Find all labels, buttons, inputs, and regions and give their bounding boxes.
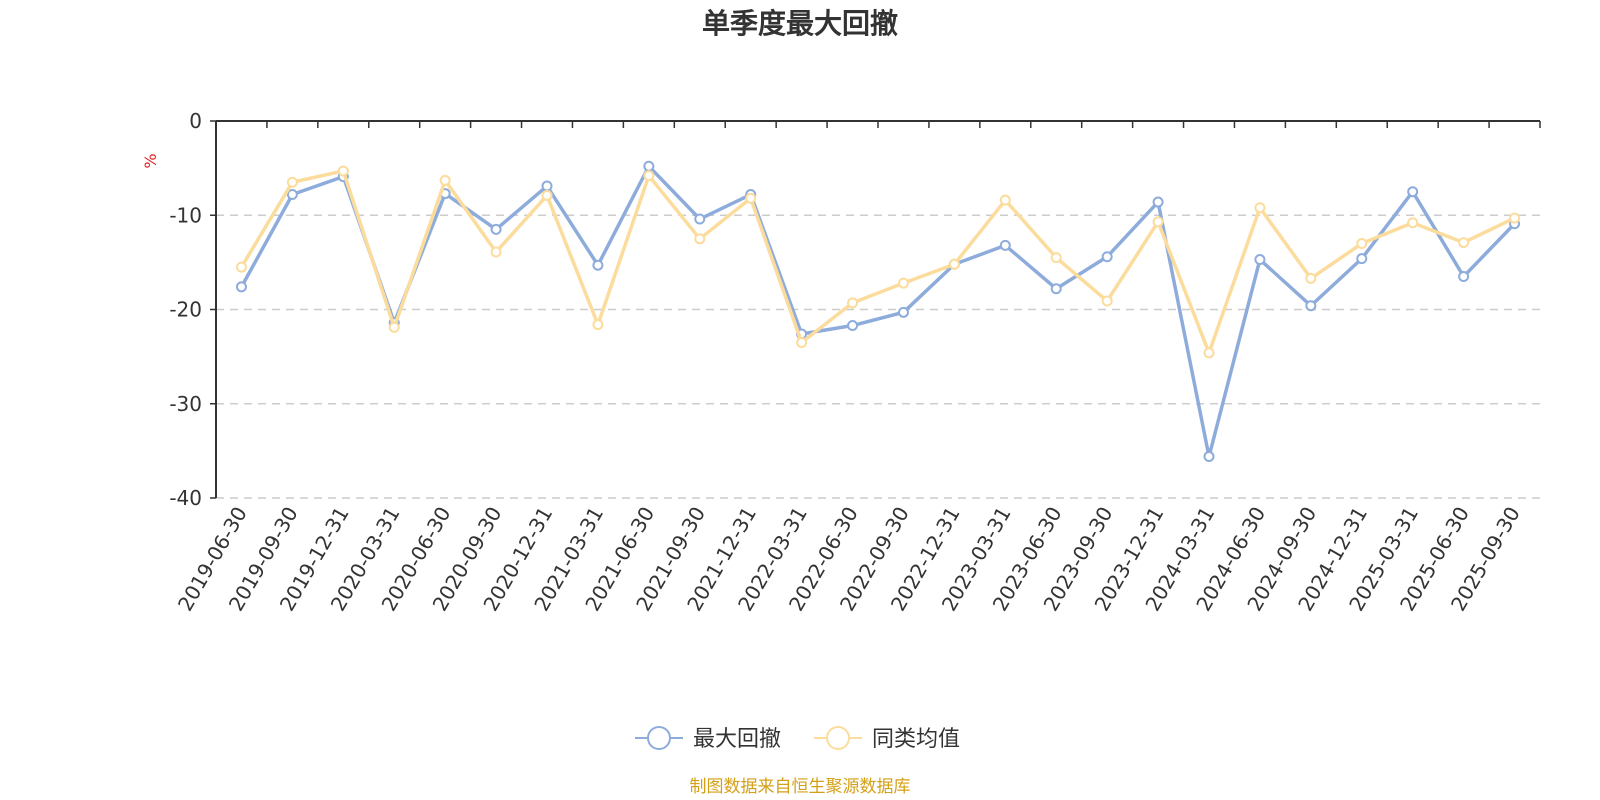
data-point[interactable]: [1203, 347, 1215, 359]
data-point[interactable]: [541, 180, 553, 192]
data-point[interactable]: [1101, 251, 1113, 263]
y-tick-label: -10: [169, 203, 202, 227]
series-layer: [235, 160, 1521, 463]
data-point[interactable]: [999, 194, 1011, 206]
data-point[interactable]: [1356, 253, 1368, 265]
data-point[interactable]: [847, 320, 859, 332]
data-point[interactable]: [897, 306, 909, 318]
data-point[interactable]: [999, 239, 1011, 251]
y-tick-label: -20: [169, 298, 202, 322]
data-point[interactable]: [694, 213, 706, 225]
data-point[interactable]: [1101, 295, 1113, 307]
legend-marker: [647, 726, 671, 750]
y-tick-label: -40: [169, 486, 202, 510]
legend: 最大回撤 同类均值: [635, 726, 960, 752]
data-point[interactable]: [592, 319, 604, 331]
data-point[interactable]: [235, 261, 247, 273]
data-point[interactable]: [1305, 272, 1317, 284]
y-axis-ticks: 0 -10 -20 -30 -40: [169, 109, 216, 510]
data-point[interactable]: [235, 281, 247, 293]
data-point[interactable]: [388, 321, 400, 333]
chart-title: 单季度最大回撤: [702, 7, 898, 40]
y-unit-label: %: [141, 153, 160, 168]
data-point[interactable]: [1509, 212, 1521, 224]
data-point[interactable]: [439, 174, 451, 186]
source-note: 制图数据来自恒生聚源数据库: [690, 777, 911, 797]
data-point[interactable]: [745, 192, 757, 204]
data-point[interactable]: [286, 176, 298, 188]
data-point[interactable]: [1407, 217, 1419, 229]
data-point[interactable]: [1050, 252, 1062, 264]
x-axis-ticks: 2019-06-302019-09-302019-12-312020-03-31…: [173, 121, 1541, 615]
legend-label: 同类均值: [872, 727, 960, 752]
data-point[interactable]: [796, 336, 808, 348]
data-point[interactable]: [1356, 238, 1368, 250]
series-1: [235, 160, 1521, 463]
data-point[interactable]: [1458, 237, 1470, 249]
data-point[interactable]: [592, 259, 604, 271]
data-point[interactable]: [337, 165, 349, 177]
legend-item-2[interactable]: 同类均值: [814, 726, 960, 752]
y-tick-label: -30: [169, 392, 202, 416]
data-point[interactable]: [1458, 271, 1470, 283]
data-point[interactable]: [490, 223, 502, 235]
legend-label: 最大回撤: [693, 727, 781, 752]
data-point[interactable]: [1254, 202, 1266, 214]
series-2: [235, 165, 1521, 359]
data-point[interactable]: [897, 277, 909, 289]
series-line: [239, 169, 1516, 355]
data-point[interactable]: [1305, 300, 1317, 312]
data-point[interactable]: [694, 233, 706, 245]
data-point[interactable]: [948, 258, 960, 270]
data-point[interactable]: [1152, 196, 1164, 208]
data-point[interactable]: [541, 189, 553, 201]
data-point[interactable]: [643, 160, 655, 172]
data-point[interactable]: [1407, 186, 1419, 198]
data-point[interactable]: [490, 246, 502, 258]
data-point[interactable]: [847, 297, 859, 309]
data-point[interactable]: [643, 170, 655, 182]
data-point[interactable]: [1050, 283, 1062, 295]
series-line: [239, 164, 1516, 459]
data-point[interactable]: [286, 189, 298, 201]
data-point[interactable]: [1152, 216, 1164, 228]
data-point[interactable]: [1203, 451, 1215, 463]
data-point[interactable]: [1254, 254, 1266, 266]
grid-lines: [216, 214, 1540, 499]
legend-item-1[interactable]: 最大回撤: [635, 726, 781, 752]
y-tick-label: 0: [189, 109, 202, 133]
legend-marker: [826, 726, 850, 750]
